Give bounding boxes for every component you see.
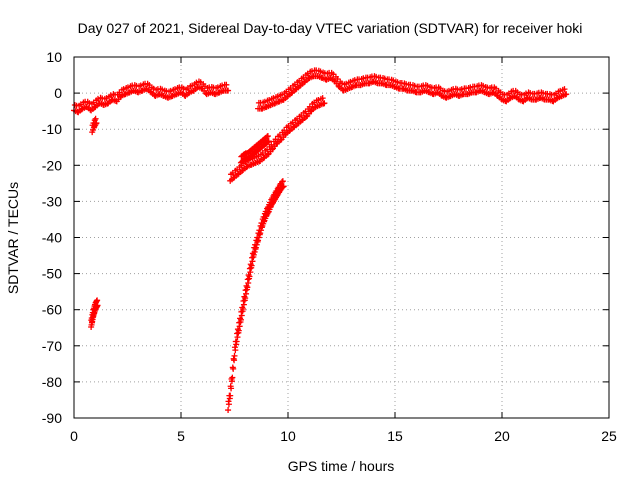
chart-title: Day 027 of 2021, Sidereal Day-to-day VTE… [78,20,583,36]
y-tick-label: -10 [42,121,62,137]
data-point [238,312,245,319]
grid-lines [74,57,609,418]
data-point [255,234,262,241]
data-point [231,352,238,359]
x-tick-label: 15 [387,428,403,444]
data-point [244,284,251,291]
y-tick-label: -50 [42,266,62,282]
series-main-track [71,78,232,116]
data-point [92,115,99,122]
y-axis-label: SDTVAR / TECUs [5,182,21,294]
data-point [321,100,328,107]
series-late-track [255,67,570,112]
data-point [240,305,247,312]
data-point [265,138,272,145]
data-point [93,120,100,127]
x-tick-label: 25 [601,428,617,444]
data-point [236,323,243,330]
y-tick-label: -80 [42,374,62,390]
data-point [247,269,254,276]
data-point [563,91,570,98]
data-point [251,248,258,255]
data-point [268,141,275,148]
data-point [246,273,253,280]
data-point [250,251,257,258]
x-tick-label: 10 [280,428,296,444]
x-tick-label: 5 [177,428,185,444]
data-point [245,279,252,286]
data-point [229,374,236,381]
data-point [561,86,568,93]
data-point [253,241,260,248]
y-tick-label: -30 [42,193,62,209]
data-point [94,297,101,304]
data-point [249,258,256,265]
data-point [240,301,247,308]
series-mid-climb [227,95,328,184]
data-point [230,365,237,372]
data-point [94,302,101,309]
data-point [264,133,271,140]
y-tick-label: -20 [42,157,62,173]
x-tick-label: 20 [494,428,510,444]
data-point [234,334,241,341]
data-point [264,139,271,146]
data-point [319,95,326,102]
data-point [255,237,262,244]
series-deep-recovery [225,178,287,414]
data-points [71,67,570,414]
data-point [264,133,271,140]
data-point [233,338,240,345]
data-point [280,183,287,190]
x-tick-label: 0 [70,428,78,444]
data-point [242,295,249,302]
data-point [243,290,250,297]
data-point [252,244,259,251]
y-tick-label: -40 [42,230,62,246]
data-point [269,146,276,153]
y-tick-label: 0 [54,85,62,101]
data-point [228,385,235,392]
y-tick-label: -90 [42,410,62,426]
data-point [235,327,242,334]
data-point [227,392,234,399]
y-tick-label: 10 [46,49,62,65]
data-point [279,178,286,185]
axis-ticks: 0 5 10 15 20 25 10 0 -10 -20 -30 -40 -50 -60 -70 -80 -90 [42,49,617,444]
data-point [223,81,230,88]
data-point [225,87,232,94]
data-point [225,401,232,408]
data-point [257,230,264,237]
data-point [279,178,286,185]
series-short-rise [237,133,272,166]
y-tick-label: -70 [42,338,62,354]
data-point [258,227,265,234]
y-tick-label: -60 [42,302,62,318]
data-point [237,316,244,323]
series-low-fragment [88,297,101,331]
series-early-fragment [89,115,100,136]
data-point [232,347,239,354]
data-point [279,184,286,191]
x-axis-label: GPS time / hours [288,458,395,474]
data-point [225,407,232,414]
data-point [248,262,255,269]
